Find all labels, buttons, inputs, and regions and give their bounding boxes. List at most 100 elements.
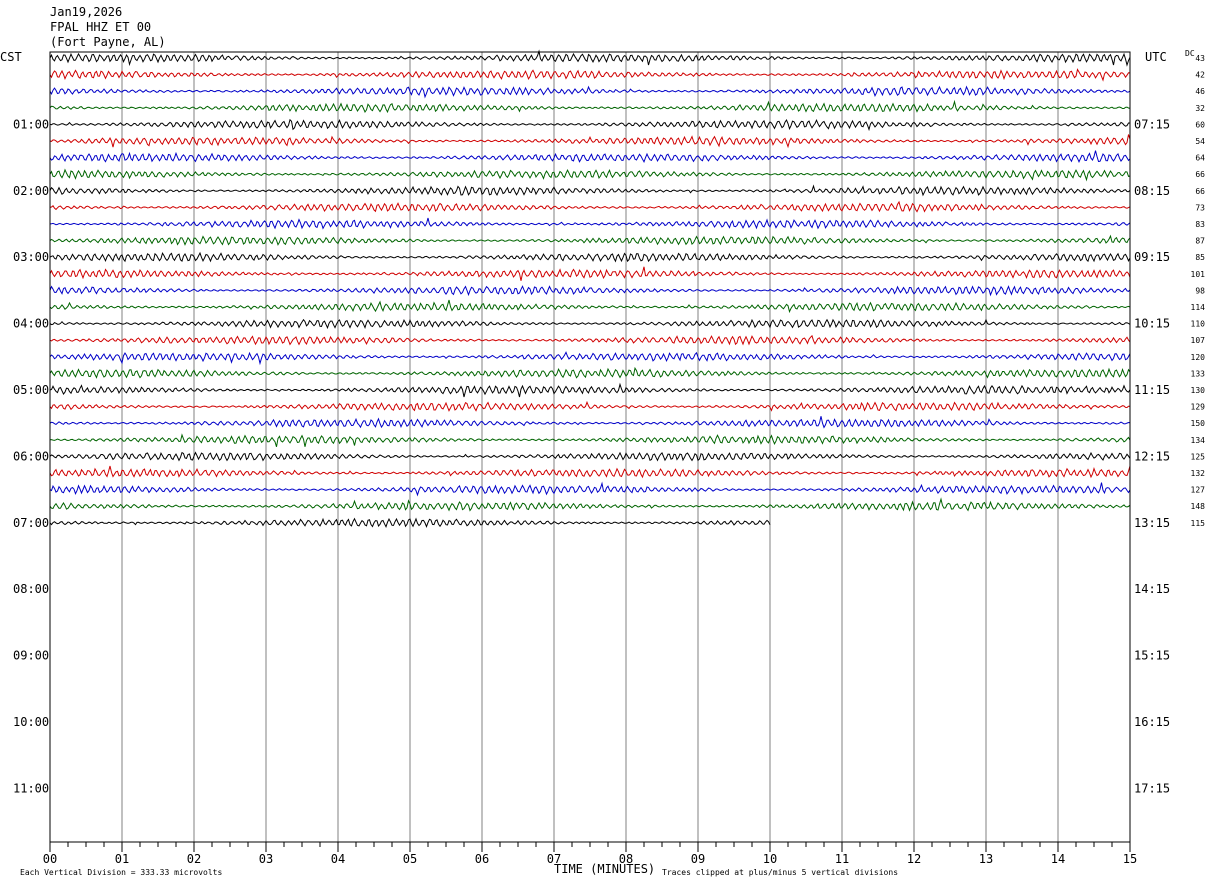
x-tick-label: 13: [979, 852, 993, 866]
hour-label-utc: 07:15: [1134, 117, 1170, 131]
header-location: (Fort Payne, AL): [50, 35, 166, 49]
trace-row: [49, 68, 1131, 82]
x-tick-label: 04: [331, 852, 345, 866]
trace-row: [49, 366, 1131, 379]
dc-offset-labels: 43 42 46 32 60 54 64 66 66 73 83 87 85 101 98 114 110 107…: [1191, 54, 1206, 528]
trace-row: [49, 134, 1131, 149]
dc-offset-label: 150: [1191, 419, 1206, 428]
x-tick-label: 15: [1123, 852, 1137, 866]
hour-label-cst: 02:00: [13, 184, 49, 198]
trace-row: [49, 497, 1131, 512]
dc-offset-label: 73: [1195, 203, 1205, 212]
left-axis-label-cst: CST: [0, 50, 22, 64]
hour-label-cst: 11:00: [13, 781, 49, 795]
hour-label-utc: 17:15: [1134, 781, 1170, 795]
trace-row: [49, 251, 1131, 263]
hour-label-utc: 16:15: [1134, 715, 1170, 729]
x-tick-label: 10: [763, 852, 777, 866]
dc-offset-label: 60: [1195, 120, 1205, 129]
dc-offset-label: 114: [1191, 303, 1206, 312]
trace-row: [49, 433, 1131, 447]
trace-row: [49, 517, 771, 529]
scale-note: Each Vertical Division = 333.33 microvol…: [20, 868, 222, 877]
dc-offset-label: 87: [1195, 237, 1205, 246]
dc-offset-label: 148: [1191, 502, 1206, 511]
hour-label-utc: 12:15: [1134, 449, 1170, 463]
x-tick-label: 12: [907, 852, 921, 866]
hour-label-utc: 11:15: [1134, 383, 1170, 397]
trace-row: [49, 285, 1131, 297]
trace-row: [49, 299, 1131, 314]
hour-label-utc: 09:15: [1134, 250, 1170, 264]
trace-row: [49, 99, 1131, 114]
clip-note: Traces clipped at plus/minus 5 vertical …: [662, 868, 898, 877]
trace-row: [49, 400, 1130, 412]
dc-offset-label: 134: [1191, 436, 1206, 445]
x-tick-label: 14: [1051, 852, 1065, 866]
dc-offset-label: 66: [1195, 187, 1205, 196]
x-tick-label: 01: [115, 852, 129, 866]
right-axis-label-utc: UTC: [1145, 50, 1167, 64]
header-date: Jan19,2026: [50, 5, 122, 19]
x-tick-label: 09: [691, 852, 705, 866]
hour-label-utc: 13:15: [1134, 516, 1170, 530]
dc-offset-label: 42: [1195, 71, 1205, 80]
x-tick-label: 00: [43, 852, 57, 866]
dc-offset-label: 54: [1195, 137, 1205, 146]
x-tick-label: 08: [619, 852, 633, 866]
dc-offset-label: 46: [1195, 87, 1205, 96]
trace-row: [49, 266, 1131, 281]
dc-offset-label: 107: [1191, 336, 1206, 345]
hour-label-utc: 10:15: [1134, 317, 1170, 331]
x-axis-ticks: 00 01 02 03 04 05 06 07 08 09 10 11 12 13 14 15: [43, 842, 1137, 866]
dc-offset-label: 64: [1195, 154, 1205, 163]
dc-offset-label: 115: [1191, 519, 1206, 528]
dc-offset-label: 32: [1195, 104, 1205, 113]
dc-offset-label: 133: [1191, 369, 1206, 378]
trace-row: [49, 184, 1131, 197]
trace-row: [49, 465, 1131, 479]
trace-row: [49, 217, 1131, 230]
trace-row: [49, 118, 1130, 132]
hour-label-cst: 01:00: [13, 117, 49, 131]
trace-row: [49, 234, 1131, 246]
hour-label-utc: 14:15: [1134, 582, 1170, 596]
dc-offset-label: 127: [1191, 486, 1206, 495]
x-tick-label: 07: [547, 852, 561, 866]
header-station: FPAL HHZ ET 00: [50, 20, 151, 34]
hour-label-cst: 08:00: [13, 582, 49, 596]
trace-row: [49, 49, 1131, 67]
seismic-traces: [49, 49, 1131, 529]
trace-row: [49, 150, 1131, 164]
hour-label-cst: 04:00: [13, 317, 49, 331]
dc-label: DC: [1185, 49, 1195, 58]
dc-offset-label: 130: [1191, 386, 1206, 395]
x-tick-label: 11: [835, 852, 849, 866]
trace-row: [49, 481, 1131, 497]
dc-offset-label: 83: [1195, 220, 1205, 229]
x-tick-label: 03: [259, 852, 273, 866]
dc-offset-label: 101: [1191, 270, 1206, 279]
hour-label-cst: 06:00: [13, 449, 49, 463]
x-tick-label: 02: [187, 852, 201, 866]
dc-offset-label: 125: [1191, 452, 1206, 461]
dc-offset-label: 120: [1191, 353, 1206, 362]
trace-row: [49, 416, 1131, 429]
hour-label-utc: 15:15: [1134, 649, 1170, 663]
hour-label-cst: 05:00: [13, 383, 49, 397]
trace-row: [49, 85, 1131, 99]
dc-offset-label: 110: [1191, 320, 1206, 329]
plot-frame: [49, 51, 1131, 843]
x-axis-title: TIME (MINUTES): [554, 862, 655, 876]
hour-label-cst: 10:00: [13, 715, 49, 729]
dc-offset-label: 98: [1195, 286, 1205, 295]
trace-row: [49, 351, 1131, 366]
trace-row: [49, 451, 1131, 462]
trace-row: [49, 168, 1131, 182]
minute-gridlines: [121, 52, 1059, 842]
trace-row: [49, 334, 1131, 346]
hour-label-cst: 07:00: [13, 516, 49, 530]
x-tick-label: 05: [403, 852, 417, 866]
dc-offset-label: 132: [1191, 469, 1206, 478]
